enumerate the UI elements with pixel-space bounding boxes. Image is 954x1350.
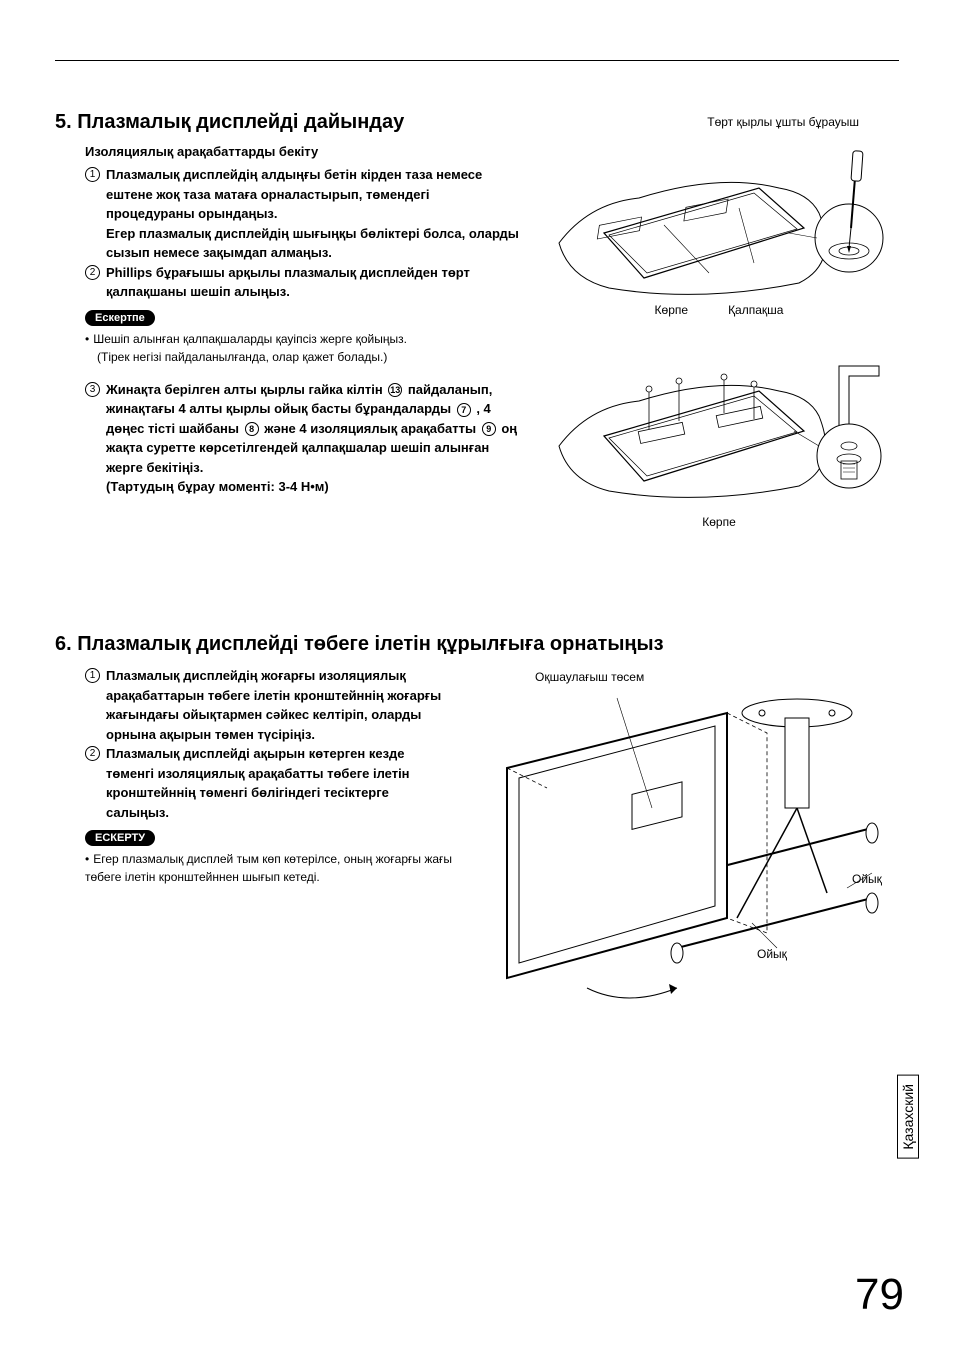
circled-ref-icon: 8 <box>245 422 259 436</box>
section-5-step-1: 1 Плазмалық дисплейдің алдыңғы бетін кір… <box>85 165 519 263</box>
step-3-part-4: және 4 изоляциялық арақабатты <box>261 421 480 436</box>
fig3-top-label: Оқшаулағыш төсем <box>475 670 899 684</box>
language-side-tab: Қазахский <box>897 1075 919 1159</box>
step-2-text: Плазмалық дисплейді ақырын көтерген кезд… <box>106 744 455 822</box>
section-5-figure-col: Төрт қырлы ұшты бұрауыш <box>539 111 899 543</box>
section-5-subheading: Изоляциялық арақабаттарды бекіту <box>85 144 519 159</box>
circled-number-icon: 1 <box>85 167 100 182</box>
fig1-left-label: Көрпе <box>655 303 689 317</box>
circled-ref-icon: 9 <box>482 422 496 436</box>
circled-number-icon: 2 <box>85 746 100 761</box>
section-5-heading: 5. Плазмалық дисплейді дайындау <box>55 111 519 134</box>
section-5-step-2: 2 Phillips бұрағышы арқылы плазмалық дис… <box>85 263 519 302</box>
section-6-figure-col: Оқшаулағыш төсем <box>475 666 899 1028</box>
section-5-note: • Шешіп алынған қалпақшаларды қауіпсіз же… <box>85 330 519 366</box>
circled-number-icon: 3 <box>85 382 100 397</box>
fig3-slot-label-2: Ойық <box>852 872 882 886</box>
fig1-right-label: Қалпақша <box>728 303 783 317</box>
fig3-slot-label-1: Ойық <box>757 947 787 961</box>
section-6-step-2: 2 Плазмалық дисплейді ақырын көтерген ке… <box>85 744 455 822</box>
figure-1: Көрпе Қалпақша <box>539 133 899 321</box>
top-rule <box>55 60 899 61</box>
circled-ref-icon: 7 <box>457 403 471 417</box>
fig1-top-label: Төрт қырлы ұшты бұрауыш <box>539 115 899 129</box>
section-5-step-3: 3 Жинақта берілген алты қырлы гайка кілт… <box>85 380 519 497</box>
caution-text: Егер плазмалық дисплей тым көп көтерілсе… <box>85 852 452 884</box>
section-6-row: 1 Плазмалық дисплейдің жоғарғы изоляциял… <box>55 666 899 1028</box>
section-6-step-1: 1 Плазмалық дисплейдің жоғарғы изоляциял… <box>85 666 455 744</box>
bullet-icon: • <box>85 332 89 346</box>
page-number: 79 <box>855 1270 904 1320</box>
section-6-note: •Егер плазмалық дисплей тым көп көтерілс… <box>85 850 455 886</box>
section-5-text-col: 5. Плазмалық дисплейді дайындау Изоляция… <box>55 111 519 543</box>
bullet-icon: • <box>85 852 89 866</box>
section-5-row: 5. Плазмалық дисплейді дайындау Изоляция… <box>55 111 899 543</box>
figure-1-svg <box>549 133 889 303</box>
circled-ref-icon: 13 <box>388 383 402 397</box>
step-3-text: Жинақта берілген алты қырлы гайка кілтін… <box>106 380 519 497</box>
step-3-torque: (Тартудың бұрау моменті: 3-4 Н•м) <box>106 479 329 494</box>
caution-badge: ЕСКЕРТУ <box>85 830 155 846</box>
fig2-label: Көрпе <box>702 515 736 529</box>
circled-number-icon: 2 <box>85 265 100 280</box>
section-6-text-col: 1 Плазмалық дисплейдің жоғарғы изоляциял… <box>55 666 455 1028</box>
note-line-1: Шешіп алынған қалпақшаларды қауіпсіз жер… <box>93 332 407 346</box>
note-line-2: (Тірек негізі пайдаланылғанда, олар қаже… <box>97 350 387 364</box>
step-2-text: Phillips бұрағышы арқылы плазмалық диспл… <box>106 263 519 302</box>
step-3-part-1: Жинақта берілген алты қырлы гайка кілтін <box>106 382 386 397</box>
figure-3-svg <box>477 688 897 1018</box>
note-badge: Ескертпе <box>85 310 155 326</box>
step-1-text: Плазмалық дисплейдің алдыңғы бетін кірде… <box>106 165 519 263</box>
figure-3: Ойық Ойық <box>475 688 899 1018</box>
figure-2: Көрпе <box>539 331 899 533</box>
section-6-heading: 6. Плазмалық дисплейді төбеге ілетін құр… <box>55 633 899 656</box>
step-1-text: Плазмалық дисплейдің жоғарғы изоляциялық… <box>106 666 455 744</box>
figure-2-svg <box>549 331 889 511</box>
circled-number-icon: 1 <box>85 668 100 683</box>
